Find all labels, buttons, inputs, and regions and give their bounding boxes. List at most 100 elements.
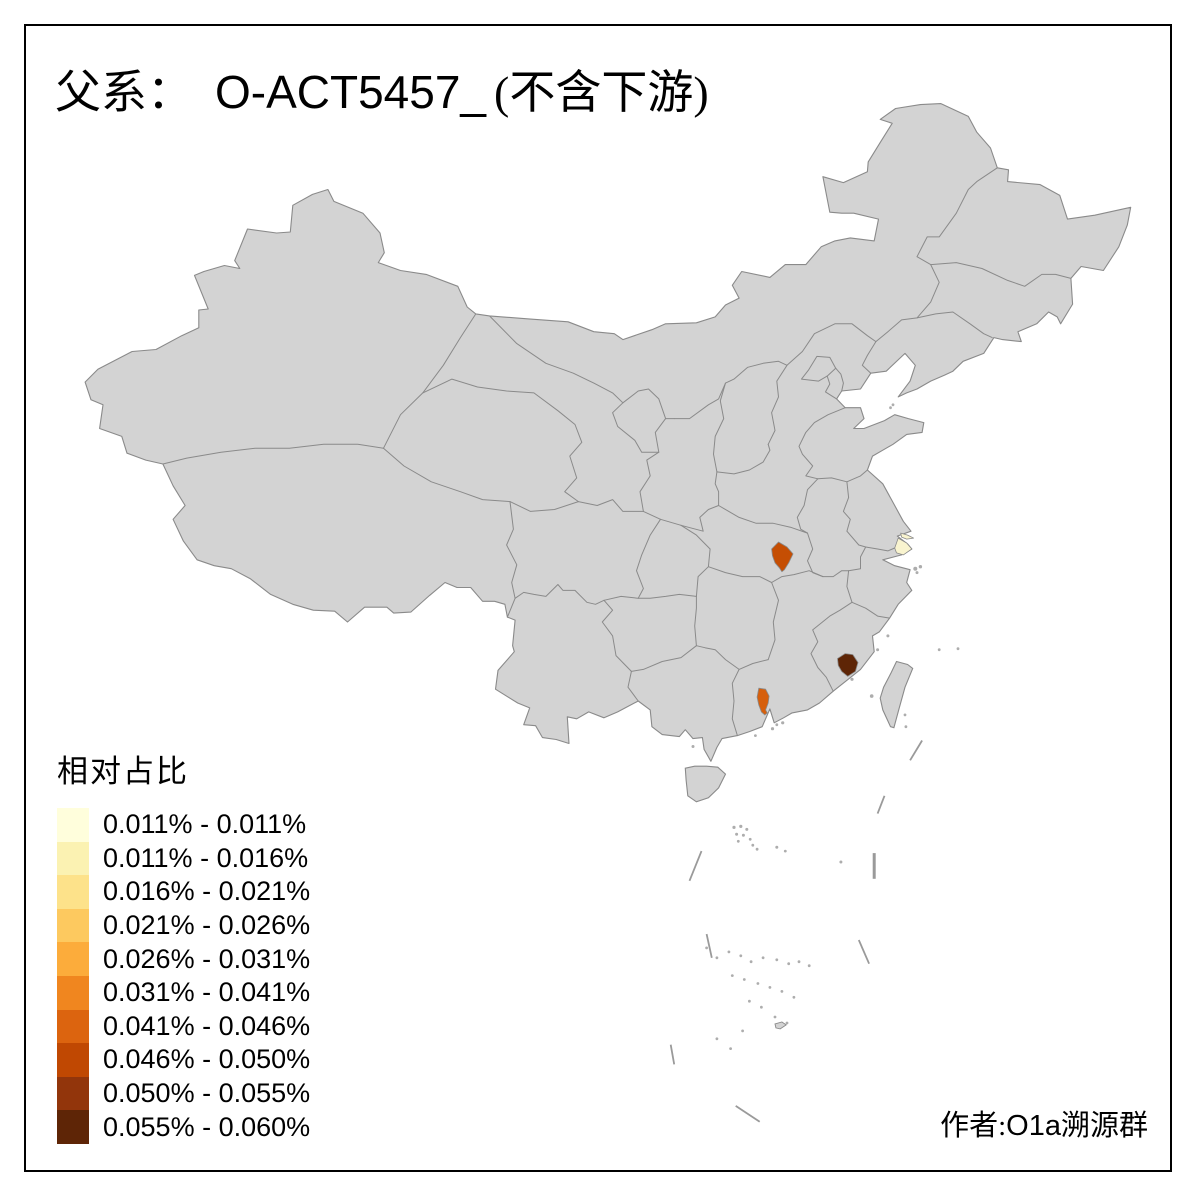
legend-swatch: [57, 1110, 89, 1144]
province-border: [875, 167, 998, 343]
legend-label: 0.050% - 0.055%: [103, 1078, 311, 1109]
legend-swatch: [57, 875, 89, 909]
legend-label: 0.011% - 0.011%: [103, 809, 307, 840]
small-island: [729, 1047, 732, 1050]
small-island: [742, 978, 746, 981]
legend-item: 0.050% - 0.055%: [57, 1076, 311, 1111]
small-island: [937, 648, 941, 652]
province-border: [162, 443, 384, 465]
small-island: [749, 960, 753, 964]
small-island: [785, 1021, 789, 1025]
small-island: [770, 727, 775, 731]
legend-label: 0.016% - 0.021%: [103, 876, 311, 907]
small-island: [787, 962, 791, 966]
small-island: [760, 1005, 763, 1009]
legend-swatch: [57, 808, 89, 842]
legend-swatch: [57, 908, 89, 943]
small-island: [792, 995, 796, 999]
boundary-dash: [669, 1044, 676, 1065]
province-border: [767, 582, 779, 661]
province-border: [865, 546, 896, 552]
small-island: [748, 837, 752, 841]
legend-label: 0.031% - 0.041%: [103, 977, 311, 1008]
hainan-island: [684, 765, 727, 803]
small-island: [691, 745, 695, 748]
small-island: [705, 946, 708, 950]
legend: 相对占比 0.011% - 0.011% 0.011% - 0.016% 0.016…: [57, 746, 310, 1144]
small-island: [775, 845, 779, 849]
province-border: [731, 659, 769, 737]
province-border: [695, 645, 740, 670]
legend-item: 0.016% - 0.021%: [57, 875, 310, 909]
small-island: [761, 956, 765, 960]
province-border: [630, 645, 697, 672]
province-border: [861, 341, 877, 374]
legend-item: 0.055% - 0.060%: [57, 1110, 310, 1144]
province-border: [383, 447, 511, 503]
small-island: [732, 825, 736, 830]
small-island: [768, 986, 772, 989]
province-border: [767, 364, 788, 445]
small-island: [774, 1021, 788, 1030]
highlight-region-guangzhou: [756, 687, 770, 716]
small-island: [807, 964, 811, 968]
highlight-region-shanghai: [900, 532, 914, 540]
highlight-region-wuhan: [771, 541, 794, 573]
china-mainland: [84, 103, 1132, 762]
small-island: [735, 832, 739, 836]
legend-swatch: [57, 1076, 89, 1111]
legend-item: 0.031% - 0.041%: [57, 975, 311, 1010]
small-island: [748, 999, 751, 1003]
small-island: [741, 833, 745, 837]
province-border: [639, 418, 675, 512]
small-island: [889, 406, 892, 410]
title-prefix: 父系：: [55, 67, 193, 118]
province-border: [842, 481, 867, 548]
small-island: [797, 960, 801, 964]
legend-item: 0.026% - 0.031%: [57, 942, 310, 976]
small-island: [715, 956, 719, 960]
legend-rows: 0.011% - 0.011% 0.011% - 0.016% 0.016% - 0…: [57, 808, 310, 1144]
boundary-dash: [688, 850, 703, 882]
province-border: [851, 601, 891, 619]
province-border: [713, 382, 726, 473]
province-border: [627, 670, 639, 702]
province-border: [771, 570, 824, 583]
small-island: [918, 565, 923, 569]
boundary-dash: [705, 933, 713, 958]
province-border: [422, 378, 583, 503]
legend-item: 0.011% - 0.016%: [57, 841, 310, 876]
title-haplogroup: O-ACT5457_: [215, 66, 487, 118]
province-border: [489, 315, 624, 404]
highlight-region-quanzhou: [837, 653, 859, 677]
legend-label: 0.055% - 0.060%: [103, 1111, 311, 1142]
small-island: [751, 843, 755, 847]
province-border: [514, 584, 632, 672]
province-border: [801, 355, 837, 382]
province-border: [694, 595, 697, 647]
legend-item: 0.021% - 0.026%: [57, 908, 311, 943]
small-island: [876, 648, 880, 652]
legend-item: 0.011% - 0.011%: [57, 808, 310, 842]
author-latin: O1a: [1006, 1110, 1061, 1142]
legend-label: 0.021% - 0.026%: [103, 910, 311, 941]
small-island: [773, 1015, 777, 1019]
highlight-region-shanghai: [894, 537, 913, 556]
province-border: [383, 313, 477, 449]
small-island: [781, 721, 785, 725]
legend-title: 相对占比: [57, 754, 189, 789]
author-prefix: 作者:: [940, 1110, 1007, 1142]
small-island: [736, 839, 740, 843]
province-border: [707, 566, 773, 583]
small-island: [915, 571, 919, 575]
author-credit: 作者:O1a溯源群: [940, 1102, 1148, 1144]
small-island: [730, 974, 734, 977]
province-border: [798, 407, 846, 480]
legend-item: 0.041% - 0.046%: [57, 1009, 310, 1044]
province-border: [612, 388, 667, 453]
small-island: [756, 982, 760, 985]
small-island: [745, 827, 749, 831]
province-border: [509, 501, 579, 512]
